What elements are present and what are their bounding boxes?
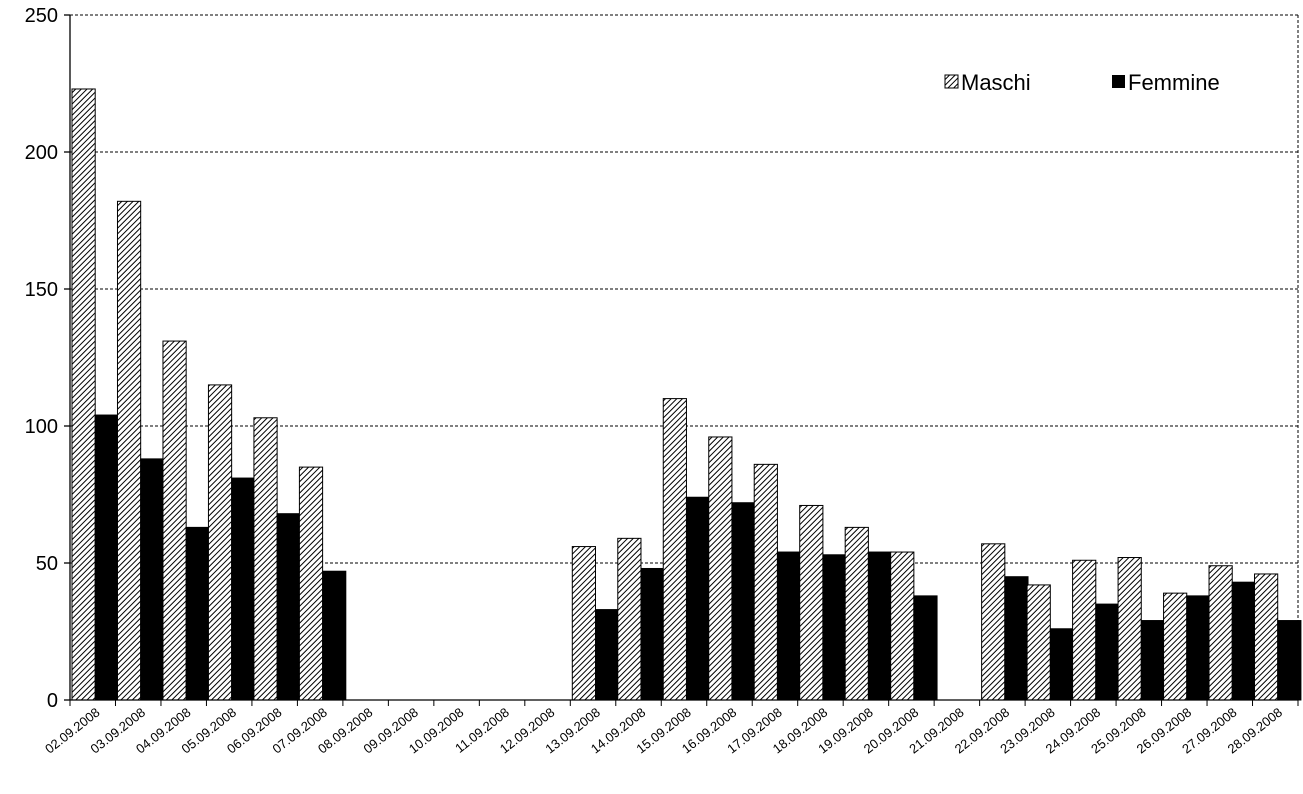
bar-femmine <box>1095 603 1120 701</box>
bar-femmine <box>231 477 256 701</box>
y-tick-label: 100 <box>25 416 58 438</box>
bar-maschi <box>662 398 687 701</box>
bar-femmine <box>867 551 893 701</box>
bar-maschi <box>1254 573 1279 701</box>
axes <box>64 14 1299 706</box>
bar-maschi <box>571 546 596 701</box>
bar-maschi <box>844 526 869 701</box>
bar-maschi <box>708 436 733 701</box>
y-axis-tick-labels: 0 50 100 150 200 250 <box>25 5 58 712</box>
y-tick-label: 50 <box>36 553 58 575</box>
legend-label-maschi: Maschi <box>961 70 1031 95</box>
bar-femmine <box>1004 576 1029 701</box>
bar-femmine <box>1231 581 1256 701</box>
bar-maschi <box>1117 557 1142 701</box>
bar-maschi <box>617 537 642 701</box>
bar-maschi <box>162 340 187 701</box>
x-axis-tick-labels: 02.09.200803.09.200804.09.200805.09.2008… <box>42 705 1285 757</box>
legend-swatch-femmine <box>1112 75 1125 88</box>
bar-femmine <box>1140 620 1165 701</box>
bar-maschi <box>207 384 233 701</box>
bar-femmine <box>185 526 210 701</box>
bar-femmine <box>822 554 847 701</box>
bar-maschi <box>981 543 1006 701</box>
bar-femmine <box>685 496 711 701</box>
bar-femmine <box>640 567 665 701</box>
bar-femmine <box>276 513 301 701</box>
y-tick-label: 200 <box>25 142 58 164</box>
bar-maschi <box>253 417 278 701</box>
y-tick-label: 0 <box>47 690 58 712</box>
y-tick-label: 250 <box>25 5 58 27</box>
bar-maschi <box>1208 565 1233 701</box>
legend: Maschi Femmine <box>944 70 1220 95</box>
bar-femmine <box>913 595 938 701</box>
bar-maschi <box>1026 584 1051 701</box>
bar-femmine <box>322 570 347 701</box>
bar-femmine <box>1277 620 1302 701</box>
y-tick-label: 150 <box>25 279 58 301</box>
bar-maschi <box>1072 559 1097 701</box>
bar-femmine <box>594 609 620 701</box>
bar-maschi <box>298 466 324 701</box>
bar-femmine <box>140 458 165 701</box>
bar-maschi <box>799 504 824 701</box>
bar-maschi <box>116 200 142 701</box>
bar-maschi <box>71 88 96 701</box>
bar-maschi <box>753 463 778 701</box>
bar-femmine <box>1049 628 1075 701</box>
bar-femmine <box>731 502 756 701</box>
bar-maschi <box>1163 592 1188 701</box>
legend-label-femmine: Femmine <box>1128 70 1220 95</box>
bar-femmine <box>1186 595 1211 701</box>
bars <box>71 88 1302 701</box>
bar-femmine <box>776 551 802 701</box>
legend-swatch-maschi <box>944 74 959 89</box>
bar-maschi <box>890 551 915 701</box>
bar-femmine <box>94 414 119 701</box>
